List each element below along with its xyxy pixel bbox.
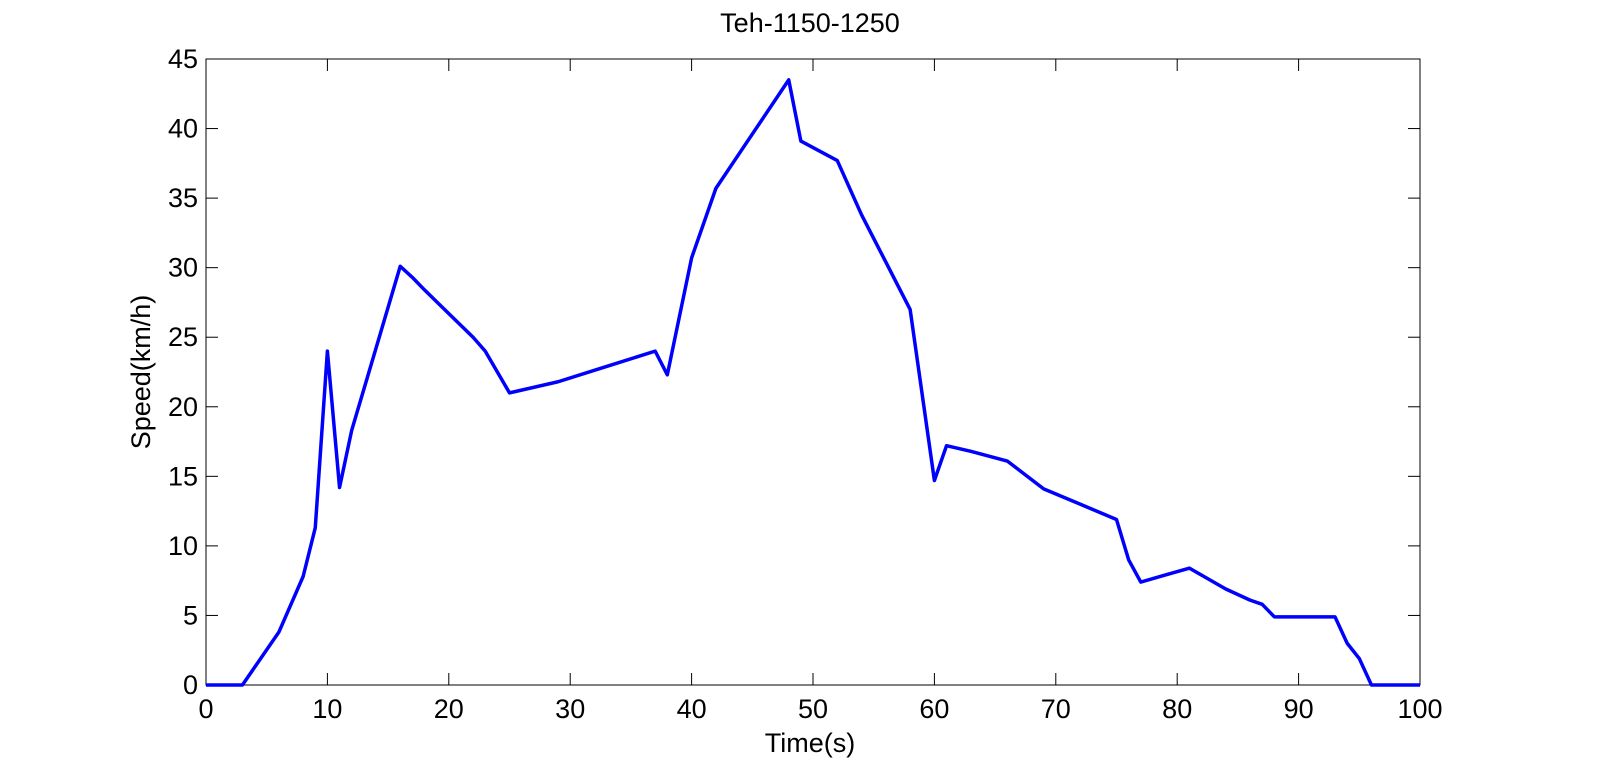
x-tick-label: 40 [677,694,707,724]
y-tick-label: 10 [168,531,198,561]
y-tick-label: 45 [168,44,198,74]
x-tick-label: 10 [312,694,342,724]
x-tick-label: 90 [1284,694,1314,724]
y-tick-label: 35 [168,183,198,213]
x-tick-label: 30 [555,694,585,724]
y-tick-label: 5 [183,600,198,630]
plot-area-frame [205,58,1421,686]
x-tick-label: 70 [1041,694,1071,724]
y-tick-label: 40 [168,114,198,144]
x-tick-label: 0 [198,694,213,724]
x-axis: 0 10 20 30 40 50 60 70 80 90 100 [198,59,1443,724]
x-tick-label: 20 [434,694,464,724]
y-axis-label: Speed(km/h) [126,295,156,450]
speed-series-line [206,78,1420,687]
y-tick-label: 30 [168,253,198,283]
y-tick-label: 20 [168,392,198,422]
y-tick-label: 15 [168,461,198,491]
y-tick-label: 25 [168,322,198,352]
x-axis-label: Time(s) [765,728,855,758]
chart-title: Teh-1150-1250 [720,8,900,38]
y-axis: 0 5 10 15 20 25 30 35 40 45 [168,44,1420,700]
x-tick-label: 60 [919,694,949,724]
x-tick-label: 80 [1162,694,1192,724]
x-tick-label: 50 [798,694,828,724]
x-tick-label: 100 [1397,694,1442,724]
y-tick-label: 0 [183,670,198,700]
